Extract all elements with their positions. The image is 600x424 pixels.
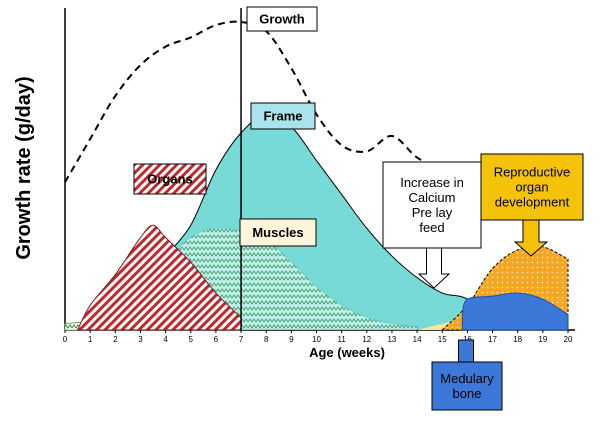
x-tick-label: 15 [438,335,447,344]
medulary-label-box [431,361,503,411]
x-tick-label: 17 [488,335,497,344]
organs-area [76,224,242,331]
reproductive-label-text: development [495,194,570,209]
organs-label: Organs [133,163,207,195]
frame-label-text: Frame [263,109,302,124]
x-tick-label: 7 [239,335,244,344]
x-tick-label: 0 [63,335,68,344]
organs-label-text: Organs [147,172,193,187]
frame-label: Frame [250,102,316,130]
reproductive-arrow [513,217,549,257]
organs-label-box [133,163,207,195]
x-tick-label: 13 [387,335,396,344]
x-tick-layer: 01234567891011121314151617181920 [63,330,573,344]
x-tick-label: 4 [163,335,168,344]
x-tick-label: 11 [337,335,346,344]
growth-label-box [246,6,318,32]
calcium-label-text: Pre lay [412,205,453,220]
x-tick-label: 18 [513,335,522,344]
muscles-label-text: Muscles [252,225,303,240]
x-tick-label: 9 [289,335,294,344]
medulary-label-text: Medulary [440,371,494,386]
area-layer [64,8,569,331]
label-layer: Growth Frame Organs Muscles Increase inCalci… [133,6,584,411]
x-tick-label: 8 [264,335,269,344]
x-tick-label: 5 [189,335,194,344]
reproductive-label-box [480,153,584,221]
frame-label-box [250,102,316,130]
x-tick-label: 3 [138,335,143,344]
x-tick-label: 6 [214,335,219,344]
x-tick-label: 12 [362,335,371,344]
reproductive-label-text: Reproductive [494,164,571,179]
medulary-bone-area [461,292,569,331]
x-axis-label: Age (weeks) [309,345,385,360]
x-tick-label: 20 [564,335,573,344]
medulary-label-text: bone [453,386,482,401]
calcium-arrow [417,245,451,289]
reproductive-label-text: organ [515,179,548,194]
calcium-label-text: Increase in [400,175,464,190]
y-axis-label: Growth rate (g/day) [13,76,35,259]
x-tick-label: 1 [88,335,93,344]
calcium-label-text: feed [419,220,444,235]
muscles-label-box [239,218,317,247]
x-tick-label: 2 [113,335,118,344]
x-tick-label: 10 [312,335,321,344]
muscles-label: Muscles [239,218,317,247]
x-tick-label: 19 [538,335,547,344]
x-tick-label: 14 [413,335,422,344]
calcium-label-text: Calcium [409,190,456,205]
growth-label: Growth [246,6,318,32]
growth-label-text: Growth [259,12,305,27]
